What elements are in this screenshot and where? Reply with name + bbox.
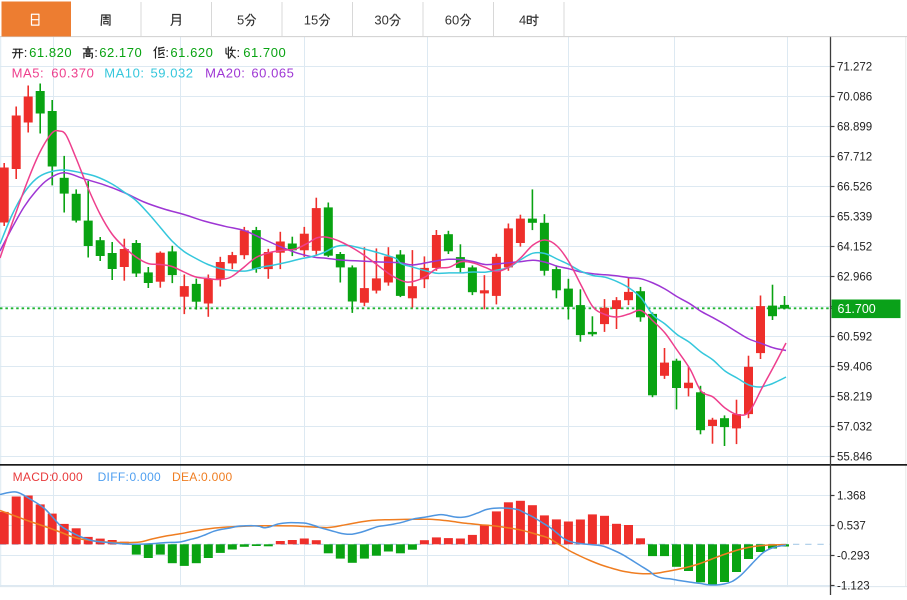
svg-text:1.368: 1.368 — [837, 491, 866, 503]
svg-text:60.065: 60.065 — [251, 65, 294, 80]
svg-text:30: 30 — [374, 13, 388, 28]
svg-text:15: 15 — [304, 13, 318, 28]
svg-text:57.032: 57.032 — [837, 422, 872, 434]
svg-text::: : — [94, 45, 98, 60]
svg-text:MA10:: MA10: — [104, 65, 144, 80]
svg-text:MA5:: MA5: — [12, 65, 45, 80]
svg-text:55.846: 55.846 — [837, 452, 872, 464]
svg-text:66.526: 66.526 — [837, 182, 872, 194]
svg-text:0.000: 0.000 — [130, 470, 162, 484]
svg-text:61.700: 61.700 — [838, 302, 876, 316]
svg-text:61.620: 61.620 — [170, 45, 213, 60]
svg-text:-0.293: -0.293 — [837, 551, 870, 563]
svg-text:62.966: 62.966 — [837, 272, 872, 284]
svg-text:60: 60 — [445, 13, 459, 28]
svg-text:58.219: 58.219 — [837, 392, 872, 404]
svg-text::: : — [24, 45, 28, 60]
svg-text:62.170: 62.170 — [99, 45, 142, 60]
svg-text:61.820: 61.820 — [29, 45, 72, 60]
svg-text:68.899: 68.899 — [837, 122, 872, 134]
svg-text:64.152: 64.152 — [837, 242, 872, 254]
svg-text:4: 4 — [519, 13, 526, 28]
svg-text:61.700: 61.700 — [243, 45, 286, 60]
svg-text::: : — [237, 45, 241, 60]
svg-text:MA20:: MA20: — [205, 65, 245, 80]
svg-text:71.272: 71.272 — [837, 62, 872, 74]
svg-text:60.370: 60.370 — [51, 65, 94, 80]
svg-text:5: 5 — [237, 13, 244, 28]
svg-text:DIFF:: DIFF: — [98, 470, 130, 484]
svg-text:59.406: 59.406 — [837, 362, 872, 374]
svg-text:67.712: 67.712 — [837, 152, 872, 164]
svg-text:70.086: 70.086 — [837, 92, 872, 104]
svg-text:59.032: 59.032 — [151, 65, 194, 80]
svg-text:0.000: 0.000 — [201, 470, 233, 484]
svg-text:-1.123: -1.123 — [837, 581, 870, 593]
svg-text:MACD:: MACD: — [13, 470, 53, 484]
svg-text:0.537: 0.537 — [837, 521, 866, 533]
svg-text::: : — [165, 45, 169, 60]
svg-text:DEA:: DEA: — [172, 470, 201, 484]
svg-text:60.592: 60.592 — [837, 332, 872, 344]
svg-text:65.339: 65.339 — [837, 212, 872, 224]
svg-text:0.000: 0.000 — [52, 470, 84, 484]
